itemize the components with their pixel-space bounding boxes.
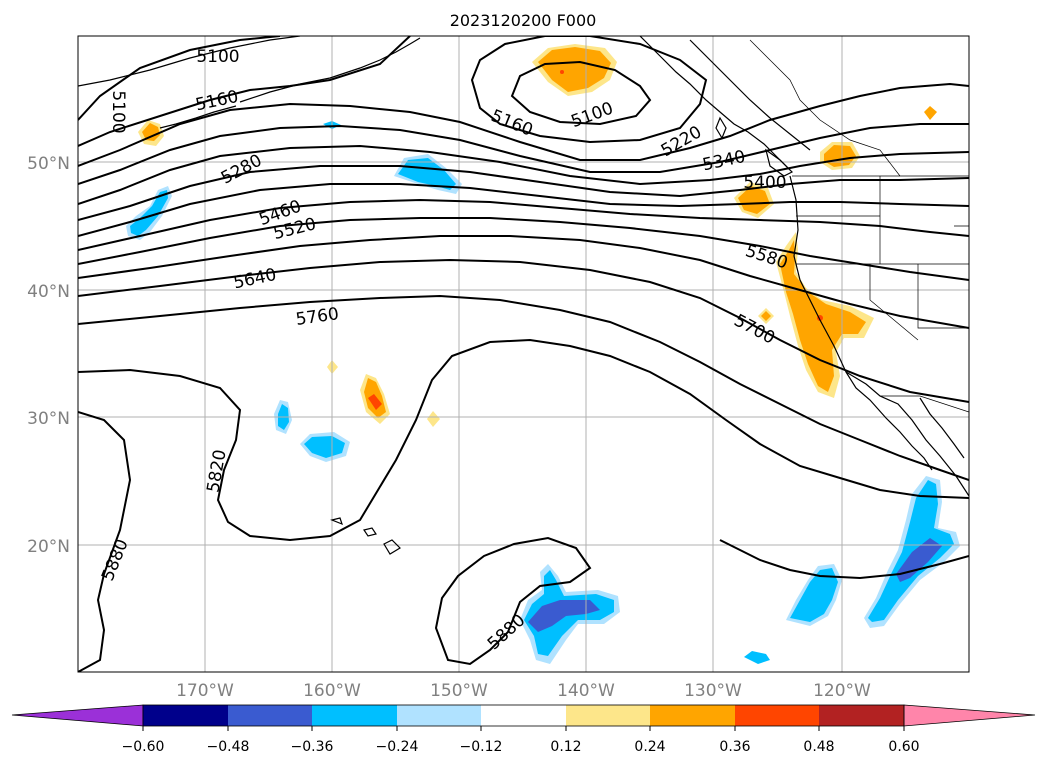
anomaly-negative-south-strong [528,600,600,632]
border-ca-nv [917,264,969,329]
colorbar: −0.60 −0.48 −0.36 −0.24 −0.12 0.12 0.24 … [11,704,1036,755]
colorbar-bin-3 [312,705,397,726]
contour-5640 [78,235,969,329]
contour-5280 [78,123,969,185]
contour-5820-main [78,338,969,542]
coastlines [78,36,969,555]
lon-label-140w: 140°W [557,681,615,701]
anomaly-negative-north-pacific-core [398,158,456,190]
lon-label-120w: 120°W [813,681,871,701]
map-frame [77,35,970,673]
anomaly-max-dot [560,70,564,74]
lon-label-160w: 160°W [303,681,361,701]
colorbar-extend-low [11,704,144,727]
lat-label-30n: 30°N [27,409,70,429]
colorbar-bin-1 [143,705,228,726]
anomaly-negative-east-2-strong [896,538,942,582]
coast-alaska-peninsula [239,37,421,103]
colorbar-ticks [142,726,905,731]
coast-hawaii-2 [363,527,377,537]
contour-5160-low [470,36,708,144]
coast-mexico [919,397,965,459]
colorbar-tick-label: 0.24 [634,739,665,755]
anomaly-negative-east-2-core [868,480,954,622]
contour-5340 [78,144,969,205]
coast-baja [845,371,933,471]
contour-5100-west [78,36,281,121]
colorbar-tick-label: 0.36 [719,739,750,755]
colorbar-extend-high [903,704,1036,727]
colorbar-tick-labels: −0.60 −0.48 −0.36 −0.24 −0.12 0.12 0.24 … [122,739,920,755]
border-nevada-ca-diag [869,264,919,341]
colorbar-tick-label: −0.36 [291,739,334,755]
anomaly-positive-small-ne [924,106,937,120]
colorbar-tick-label: 0.48 [803,739,834,755]
colorbar-bin-5 [481,705,566,726]
anomaly-negative-tiny-east [744,651,770,664]
contour-5880-south [434,536,592,666]
coast-vancouver-is [765,148,794,177]
contour-label-5100-left: 5100 [108,90,128,133]
colorbar-bin-7 [650,705,735,726]
contour-5220 [78,82,969,167]
contour-label-5400: 5400 [743,173,786,193]
anomaly-positive-small-ca-core [761,311,771,321]
contour-5700 [78,258,969,403]
colorbar-frame [142,704,905,727]
map-title: 2023120200 F000 [450,11,597,30]
coast-se-alaska [639,36,791,171]
border-alaska-canada [749,39,901,177]
anomaly-positive-offshore-wa-core [738,186,770,214]
lat-label-20n: 20°N [27,537,70,557]
colorbar-bin-6 [566,705,650,726]
colorbar-bin-9 [819,705,904,726]
contour-5880-east [719,539,969,580]
anomaly-positive-tiny-2 [427,411,440,427]
contour-5160-west [78,36,411,147]
colorbar-tick-label: 0.12 [550,739,581,755]
border-us-mexico [880,395,969,413]
coast-hawaii-1 [383,539,401,555]
colorbar-bin-4 [397,705,481,726]
contour-label-5100-top: 5100 [196,47,239,67]
coast-bc-mainland [689,39,811,151]
contour-5580 [78,217,969,281]
colorbar-bin-2 [228,705,312,726]
contour-5760 [78,294,969,481]
colorbar-tick-label: −0.60 [122,739,165,755]
borders [749,39,969,413]
coast-hawaii-3 [330,517,343,526]
anomaly-positive-subtropic-max [368,394,382,410]
colorbar-tick-label: −0.12 [460,739,503,755]
anomaly-negative-west-core [130,190,168,236]
lon-labels: 170°W 160°W 150°W 140°W 130°W 120°W [176,681,871,701]
height-contours [78,36,969,672]
anomaly-positive-aleutian-core [142,123,160,141]
contour-5880-west [78,411,132,672]
coast-alaska-islands [159,105,237,129]
colorbar-tick-label: −0.48 [207,739,250,755]
anomaly-negative-subtropic-2-core [304,436,345,458]
anomaly-negative-east-1-core [790,568,838,622]
anomaly-positive-gulf-alaska-core [538,47,611,92]
lon-label-170w: 170°W [176,681,234,701]
lon-label-130w: 130°W [684,681,742,701]
lon-label-150w: 150°W [430,681,488,701]
border-az [954,225,969,264]
colorbar-tick-label: −0.24 [376,739,419,755]
contour-5520 [78,198,969,251]
lat-label-40n: 40°N [27,282,70,302]
lat-label-50n: 50°N [27,154,70,174]
colorbar-tick-label: 0.60 [888,739,919,755]
contour-5400 [78,165,969,221]
contour-5460 [78,183,969,237]
lat-labels: 50°N 40°N 30°N 20°N [27,154,70,557]
colorbar-bin-8 [735,705,819,726]
contour-5100-low [510,60,652,126]
anomaly-positive-california-core [780,240,866,392]
coast-alaska [78,36,301,87]
